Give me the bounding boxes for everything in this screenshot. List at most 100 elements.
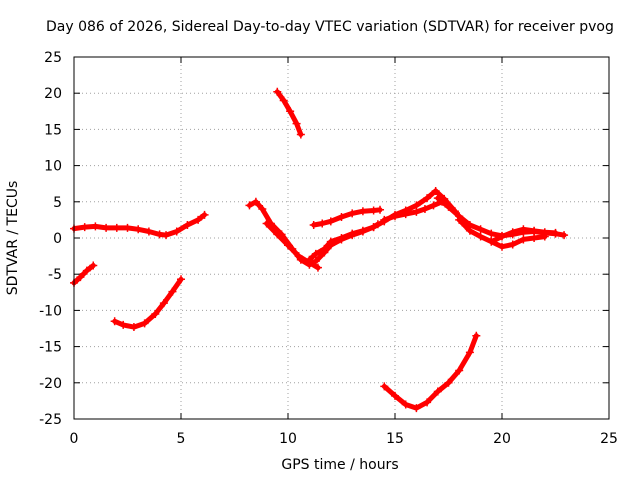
- data-point: [433, 387, 442, 396]
- data-point: [465, 348, 474, 357]
- data-point: [420, 205, 429, 214]
- series-line-arc-1: [71, 263, 96, 286]
- data-point: [162, 231, 171, 240]
- x-axis-label: GPS time / hours: [281, 457, 399, 473]
- data-point: [91, 222, 100, 231]
- data-point: [429, 201, 438, 210]
- data-point: [326, 237, 335, 246]
- series-line-arc-8: [311, 207, 383, 228]
- data-point: [305, 255, 314, 264]
- y-tick-label: -15: [39, 340, 62, 356]
- data-point: [369, 223, 378, 232]
- data-point: [200, 210, 209, 219]
- data-point: [89, 261, 98, 270]
- data-point: [123, 223, 132, 232]
- series-line-arc-13: [381, 333, 479, 411]
- y-tick-label: 10: [44, 159, 62, 175]
- data-point: [508, 228, 517, 237]
- data-point: [380, 382, 389, 391]
- data-point: [433, 194, 442, 203]
- data-point: [423, 398, 432, 407]
- data-point: [401, 210, 410, 219]
- y-tick-label: -25: [39, 412, 62, 428]
- data-point: [144, 227, 153, 236]
- data-point: [476, 225, 485, 234]
- data-point: [309, 220, 318, 229]
- y-axis-label: SDTVAR / TECUs: [5, 180, 21, 296]
- data-point: [134, 225, 143, 234]
- data-point: [258, 205, 267, 214]
- data-point: [119, 320, 128, 329]
- data-point: [380, 215, 389, 224]
- data-point: [245, 201, 254, 210]
- data-point: [487, 237, 496, 246]
- data-point: [286, 107, 295, 116]
- y-tick-label: 5: [53, 195, 62, 211]
- data-point: [498, 232, 506, 241]
- series-line-arc-4: [274, 89, 304, 137]
- data-point: [80, 223, 89, 232]
- data-point: [168, 287, 177, 296]
- data-point: [112, 223, 121, 232]
- data-point: [313, 263, 322, 272]
- data-point: [284, 241, 292, 250]
- data-point: [151, 310, 160, 319]
- data-point: [465, 226, 474, 235]
- data-point: [348, 229, 357, 238]
- series-line-arc-3: [112, 276, 184, 330]
- data-point: [358, 207, 367, 216]
- data-point: [455, 215, 464, 224]
- data-point: [455, 366, 464, 375]
- x-tick-label: 15: [386, 431, 404, 447]
- data-point: [177, 275, 185, 284]
- data-point: [519, 235, 528, 244]
- data-point: [183, 220, 192, 229]
- data-point: [273, 230, 282, 239]
- data-point: [519, 225, 528, 234]
- data-point: [560, 231, 569, 240]
- data-point: [348, 209, 357, 218]
- data-point: [472, 331, 481, 340]
- data-point: [251, 197, 260, 206]
- data-point: [431, 186, 440, 195]
- data-point: [412, 404, 421, 413]
- data-point: [401, 400, 410, 409]
- data-point: [279, 96, 288, 105]
- data-point: [337, 213, 346, 222]
- plot-frame: [73, 56, 610, 420]
- data-point: [373, 220, 382, 229]
- x-tick-label: 5: [177, 431, 186, 447]
- data-point: [311, 249, 320, 258]
- data-point: [326, 217, 335, 226]
- series-line-arc-6: [264, 221, 321, 271]
- data-point: [262, 219, 271, 228]
- data-point: [508, 240, 517, 249]
- data-point: [82, 266, 91, 275]
- data-point: [294, 252, 303, 261]
- x-tick-label: 10: [279, 431, 297, 447]
- data-point: [129, 323, 138, 332]
- data-point: [530, 234, 539, 242]
- data-point: [102, 223, 111, 232]
- data-point: [376, 205, 385, 214]
- data-point: [194, 215, 203, 224]
- data-point: [487, 229, 496, 238]
- data-point: [412, 207, 421, 216]
- data-point: [320, 244, 329, 253]
- x-tick-label: 20: [493, 431, 511, 447]
- data-point: [140, 319, 149, 328]
- data-point: [318, 219, 327, 228]
- data-point: [530, 226, 539, 235]
- data-point: [296, 130, 305, 139]
- data-point: [444, 378, 453, 387]
- y-tick-label: 20: [44, 86, 62, 102]
- data-point: [423, 194, 432, 203]
- data-point: [391, 212, 399, 221]
- data-point: [444, 202, 453, 211]
- data-point: [273, 87, 282, 96]
- data-point: [391, 391, 399, 400]
- chart-title: Day 086 of 2026, Sidereal Day-to-day VTE…: [46, 19, 614, 35]
- x-tick-label: 25: [600, 431, 618, 447]
